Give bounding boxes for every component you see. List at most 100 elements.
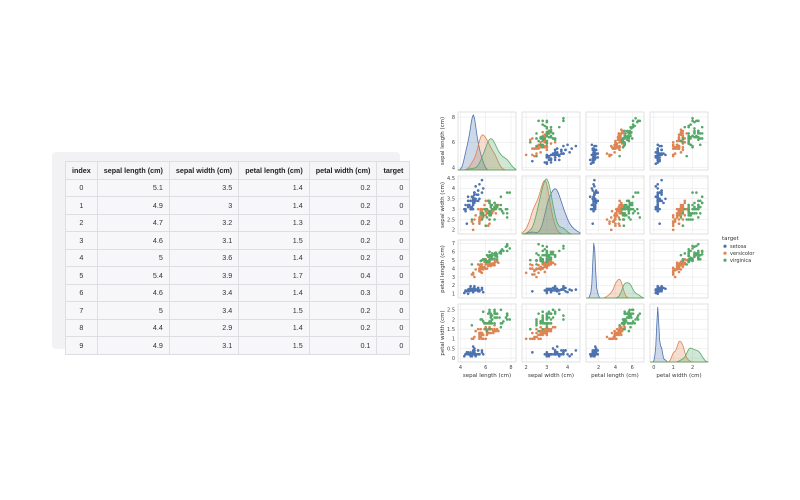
scatter-point-virginica [539,258,542,261]
scatter-point-setosa [531,289,534,293]
scatter-point-setosa [471,197,475,201]
y-axis-label: sepal width (cm) [440,182,446,228]
scatter-point-virginica [493,312,496,315]
scatter-point-versicolor [681,209,685,213]
scatter-point-setosa [592,352,595,356]
scatter-point-versicolor [492,331,495,335]
scatter-point-setosa [475,352,479,356]
table-cell: 2 [65,213,98,232]
scatter-point-setosa [570,147,574,150]
scatter-point-virginica [479,318,482,321]
scatter-point-virginica [636,191,640,194]
scatter-point-virginica [679,139,683,143]
scatter-point-setosa [471,207,475,211]
table-cell: 0 [376,301,411,320]
scatter-point-versicolor [471,273,475,276]
table-row: 1 4.9 3 1.4 0.2 0 [65,196,411,215]
scatter-point-virginica [636,119,640,123]
scatter-point-setosa [531,159,534,163]
table-cell: 1.4 [238,248,310,267]
scatter-point-setosa [656,193,660,196]
scatter-point-virginica [635,207,639,211]
scatter-point-setosa [557,158,561,162]
scatter-point-virginica [627,314,631,317]
scatter-point-versicolor [531,331,534,335]
scatter-point-versicolor [533,269,536,273]
scatter-point-virginica [535,132,538,135]
scatter-point-setosa [591,222,595,225]
scatter-point-versicolor [673,147,677,150]
scatter-point-setosa [654,162,658,165]
table-cell: 4 [65,248,98,267]
scatter-point-versicolor [494,211,498,215]
scatter-point-versicolor [553,140,557,144]
scatter-point-versicolor [543,331,547,335]
column-header: target [376,161,411,180]
scatter-point-versicolor [533,335,536,339]
scatter-point-virginica [493,205,496,209]
scatter-point-virginica [493,316,496,319]
scatter-point-virginica [631,308,635,312]
scatter-point-setosa [547,354,551,358]
scatter-point-setosa [596,199,600,203]
scatter-point-virginica [693,129,696,133]
y-tick-label: 1 [452,337,455,343]
y-axis-label: sepal length (cm) [440,117,446,165]
scatter-point-setosa [473,193,476,196]
scatter-point-setosa [560,149,563,153]
scatter-point-setosa [551,289,555,292]
scatter-point-virginica [502,249,505,253]
scatter-point-setosa [656,284,660,288]
scatter-point-virginica [493,310,496,314]
scatter-point-setosa [592,203,595,207]
scatter-point-virginica [537,119,540,123]
scatter-point-versicolor [671,153,675,157]
scatter-point-setosa [466,292,470,296]
scatter-point-virginica [508,318,511,321]
scatter-point-versicolor [614,337,618,341]
scatter-point-versicolor [486,264,490,268]
scatter-point-virginica [547,258,551,261]
y-tick-label: 4 [452,165,455,171]
scatter-point-setosa [592,182,595,186]
scatter-point-virginica [623,327,626,331]
scatter-point-virginica [545,318,549,321]
scatter-point-setosa [564,286,567,290]
table-row: 7 5 3.4 1.5 0.2 0 [65,301,411,320]
scatter-point-versicolor [547,327,551,331]
scatter-point-versicolor [611,220,615,223]
scatter-point-versicolor [549,142,553,145]
scatter-point-virginica [697,251,700,254]
scatter-point-setosa [475,288,479,291]
scatter-point-versicolor [679,205,683,209]
scatter-point-versicolor [533,273,536,276]
scatter-point-setosa [660,191,663,194]
scatter-point-versicolor [549,263,553,266]
table-row: 2 4.7 3.2 1.3 0.2 0 [65,213,411,232]
scatter-point-virginica [687,205,690,209]
scatter-point-versicolor [677,144,681,148]
scatter-point-virginica [489,314,493,317]
scatter-point-setosa [480,178,484,182]
scatter-point-setosa [594,201,598,205]
scatter-point-virginica [687,207,690,211]
scatter-point-setosa [551,352,555,356]
scatter-point-setosa [596,156,600,159]
scatter-point-setosa [478,197,481,201]
pairplot-panel-2-2 [585,239,645,299]
scatter-point-virginica [545,322,549,325]
scatter-point-virginica [545,312,549,315]
scatter-point-virginica [470,263,474,266]
scatter-point-setosa [474,354,477,358]
scatter-point-setosa [466,289,470,292]
scatter-point-virginica [537,312,540,315]
scatter-point-virginica [535,320,538,323]
scatter-point-virginica [681,140,685,144]
scatter-point-versicolor [541,331,545,335]
scatter-point-versicolor [480,331,484,335]
scatter-point-virginica [685,263,689,266]
scatter-point-virginica [633,209,637,213]
scatter-point-versicolor [615,214,619,217]
table-cell: 1.4 [238,178,310,197]
scatter-point-virginica [693,205,696,209]
